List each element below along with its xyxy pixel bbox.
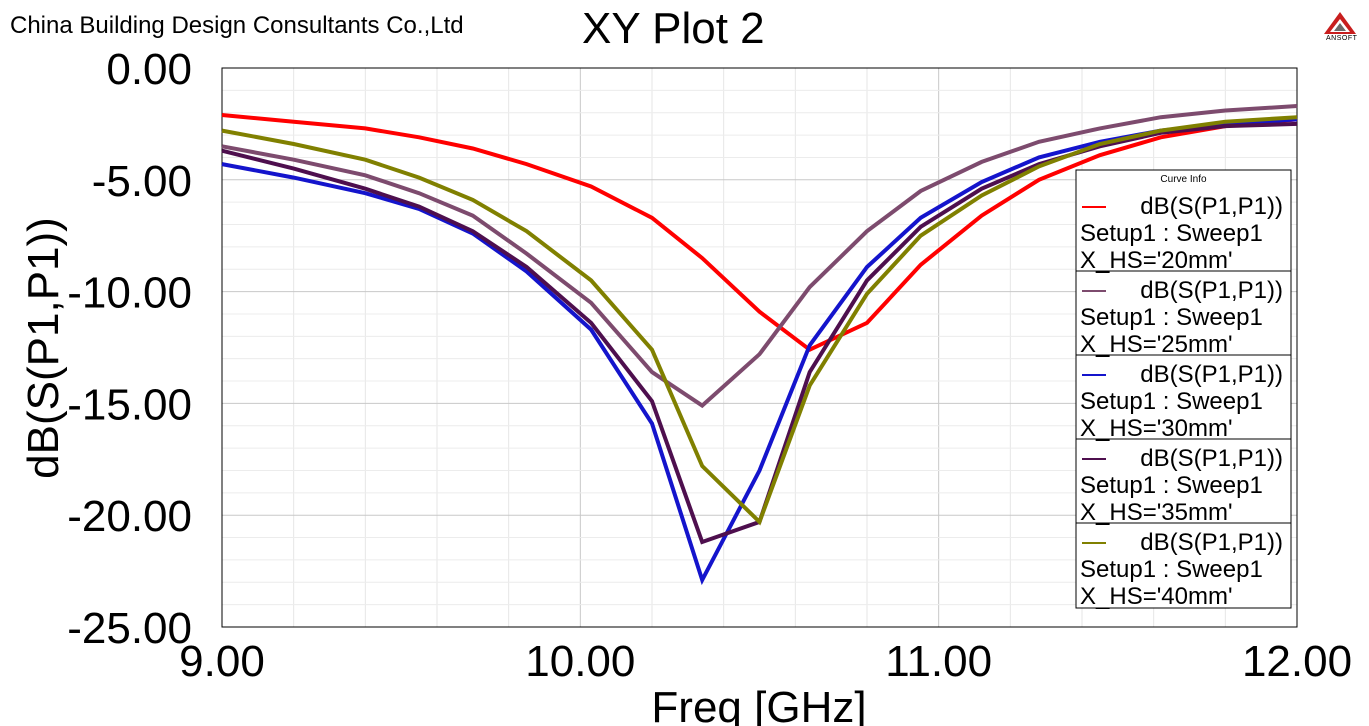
legend-entry-text: X_HS='40mm' [1080, 583, 1233, 610]
x-tick-label: 9.00 [179, 637, 265, 686]
legend-header: Curve Info [1160, 174, 1207, 185]
series-line-5 [221, 115, 1298, 526]
legend-entry-text: Setup1 : Sweep1 [1080, 556, 1263, 583]
legend-entry-text: Setup1 : Sweep1 [1080, 304, 1263, 331]
legend-entry-text: Setup1 : Sweep1 [1080, 472, 1263, 499]
x-tick-label: 11.00 [885, 637, 992, 686]
legend-entry-text: X_HS='20mm' [1080, 247, 1233, 274]
legend-box [1075, 169, 1292, 609]
plot-title: XY Plot 2 [582, 4, 765, 53]
x-tick-label: 10.00 [525, 637, 635, 686]
legend-entry-text: Setup1 : Sweep1 [1080, 220, 1263, 247]
legend-entry-text: dB(S(P1,P1)) [1140, 361, 1283, 388]
tick-labels: 9.00 10.00 11.00 12.00 0.00 -5.00 -10.00 -15.00… [67, 45, 1352, 686]
series-line-1 [221, 113, 1298, 353]
legend-entry-text: X_HS='35mm' [1080, 499, 1233, 526]
company-name: China Building Design Consultants Co.,Lt… [10, 12, 464, 39]
x-tick-label: 12.00 [1242, 637, 1352, 686]
legend-entry-text: Setup1 : Sweep1 [1080, 388, 1263, 415]
series-group [221, 104, 1298, 586]
y-tick-label: -5.00 [92, 157, 192, 206]
y-tick-label: -10.00 [67, 269, 192, 318]
legend-entry-text: dB(S(P1,P1)) [1140, 193, 1283, 220]
logo-text: ANSOFT [1326, 35, 1358, 42]
series-line-2 [221, 104, 1298, 409]
series-line-3 [221, 117, 1298, 586]
y-tick-label: -20.00 [67, 492, 192, 541]
y-axis-label: dB(S(P1,P1)) [19, 217, 68, 479]
x-axis-label: Freq [GHz] [651, 683, 866, 726]
legend-entry-text: dB(S(P1,P1)) [1140, 529, 1283, 556]
y-tick-label: -25.00 [67, 604, 192, 653]
legend: Curve Info dB(S(P1,P1))Setup1 : Sweep1X_… [1075, 169, 1292, 610]
legend-entry-text: X_HS='30mm' [1080, 415, 1233, 442]
legend-entry-text: X_HS='25mm' [1080, 331, 1233, 358]
legend-entry-text: dB(S(P1,P1)) [1140, 445, 1283, 472]
y-tick-label: 0.00 [106, 45, 192, 94]
ansoft-logo-icon [1324, 12, 1356, 34]
y-tick-label: -15.00 [67, 380, 192, 429]
legend-entry-text: dB(S(P1,P1)) [1140, 277, 1283, 304]
plot-frame [221, 67, 1298, 628]
